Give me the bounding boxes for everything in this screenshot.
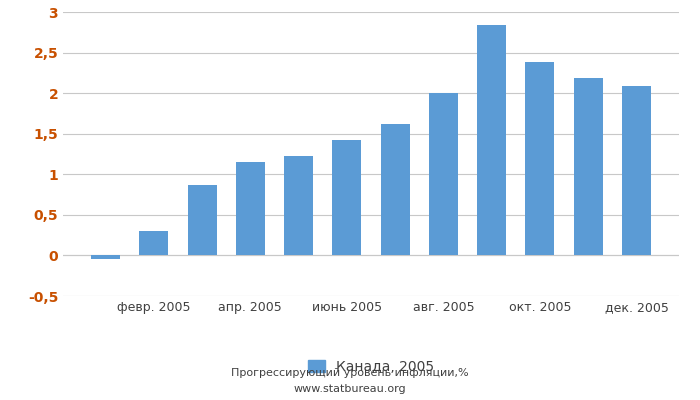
Bar <box>284 156 313 256</box>
Text: Прогрессирующий уровень инфляции,%: Прогрессирующий уровень инфляции,% <box>231 368 469 378</box>
Bar <box>381 124 409 256</box>
Bar <box>332 140 361 256</box>
Bar <box>574 78 603 256</box>
Bar <box>139 231 168 256</box>
Bar <box>622 86 651 256</box>
Bar <box>188 185 216 256</box>
Text: www.statbureau.org: www.statbureau.org <box>294 384 406 394</box>
Bar <box>91 256 120 260</box>
Bar <box>477 25 506 256</box>
Bar <box>236 162 265 256</box>
Bar <box>429 93 458 256</box>
Bar <box>526 62 554 256</box>
Legend: Канада, 2005: Канада, 2005 <box>302 354 440 379</box>
